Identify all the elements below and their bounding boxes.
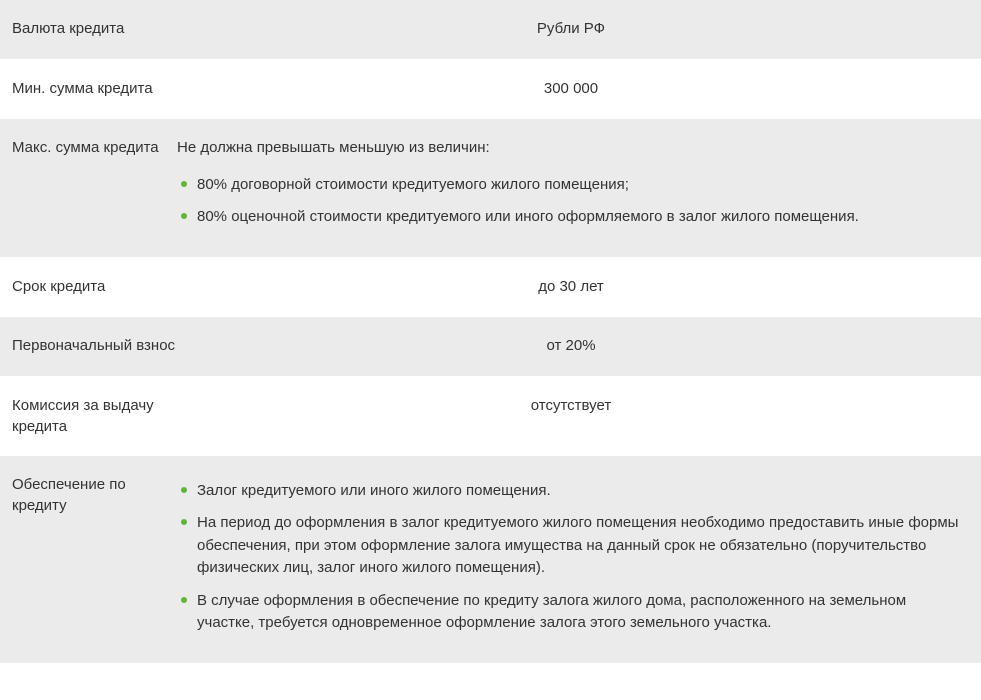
row-label: Первоначальный взнос — [12, 335, 177, 358]
row-label: Срок кредита — [12, 276, 177, 299]
bullet-list: Залог кредитуемого или иного жилого поме… — [177, 480, 965, 635]
list-item: 80% договорной стоимости кредитуемого жи… — [177, 174, 965, 197]
row-label: Валюта кредита — [12, 18, 177, 41]
row-value: Рубли РФ — [177, 18, 965, 41]
row-label: Макс. сумма кредита — [12, 137, 177, 239]
row-label: Мин. сумма кредита — [12, 78, 177, 101]
list-item: 80% оценочной стоимости кредитуемого или… — [177, 206, 965, 229]
bullet-list: 80% договорной стоимости кредитуемого жи… — [177, 174, 965, 229]
table-row: Срок кредита до 30 лет — [0, 258, 981, 318]
table-row: Макс. сумма кредита Не должна превышать … — [0, 119, 981, 258]
table-row: Обеспечение по кредиту Залог кредитуемог… — [0, 456, 981, 664]
table-row: Валюта кредита Рубли РФ — [0, 0, 981, 60]
row-value: отсутствует — [177, 395, 965, 437]
row-label: Обеспечение по кредиту — [12, 474, 177, 645]
table-row: Мин. сумма кредита 300 000 — [0, 60, 981, 120]
list-item: В случае оформления в обеспечение по кре… — [177, 590, 965, 635]
table-row: Комиссия за выдачу кредита отсутствует — [0, 377, 981, 456]
row-value: Не должна превышать меньшую из величин: … — [177, 137, 965, 239]
table-row: Первоначальный взнос от 20% — [0, 317, 981, 377]
row-label: Комиссия за выдачу кредита — [12, 395, 177, 437]
row-value: от 20% — [177, 335, 965, 358]
list-item: На период до оформления в залог кредитуе… — [177, 512, 965, 580]
row-value: 300 000 — [177, 78, 965, 101]
row-value: до 30 лет — [177, 276, 965, 299]
row-intro-text: Не должна превышать меньшую из величин: — [177, 137, 965, 160]
list-item: Залог кредитуемого или иного жилого поме… — [177, 480, 965, 503]
row-value: Залог кредитуемого или иного жилого поме… — [177, 474, 965, 645]
